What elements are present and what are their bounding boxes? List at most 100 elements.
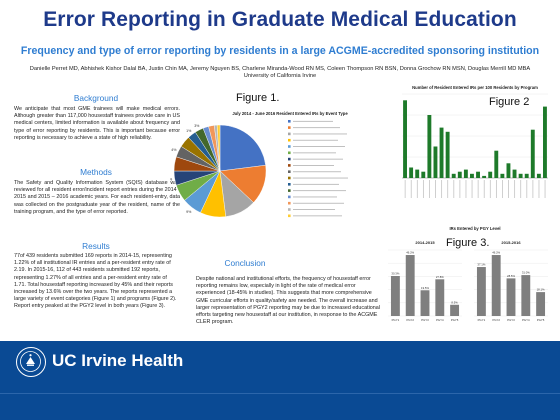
program-bar	[433, 146, 438, 178]
pgy-category-label: PGY5	[451, 318, 459, 322]
poster-subtitle: Frequency and type of error reporting by…	[20, 45, 540, 57]
pgy-data-label: 30.3%	[391, 272, 399, 276]
program-bar	[530, 129, 535, 178]
program-bar	[427, 115, 432, 178]
pie-slice-label: 9%	[186, 210, 192, 214]
pie-legend-entry	[293, 158, 343, 160]
program-tick-label	[502, 180, 503, 198]
pgy-data-label: 37.1%	[477, 263, 485, 267]
program-bar	[409, 167, 414, 178]
pgy-category-label: PGY4	[522, 318, 530, 322]
pie-legend-swatch	[288, 164, 291, 167]
program-tick-label	[465, 180, 467, 198]
pie-slice-label: 2%	[170, 178, 173, 182]
pie-legend-entry	[293, 171, 341, 173]
author-list: Danielle Perret MD, Abhishek Kishor Dala…	[29, 66, 531, 72]
program-bar	[536, 173, 541, 178]
program-tick-label	[435, 180, 436, 198]
program-tick-label	[453, 180, 455, 198]
pgy-category-label: PGY1	[478, 318, 486, 322]
pie-chart: 9% 2% 4% 1%3%	[170, 120, 348, 218]
program-bar	[500, 173, 505, 178]
pie-legend-swatch	[288, 214, 291, 218]
program-bar	[512, 169, 517, 178]
pie-legend-swatch	[288, 120, 291, 123]
pie-legend-swatch	[288, 151, 291, 155]
methods-text: The Safety and Quality Information Syste…	[14, 180, 180, 215]
pgy-category-label: PGY1	[392, 318, 400, 322]
program-tick-label	[477, 180, 479, 198]
pgy-bar-charts: 2014-2015 30.3% PGY1 46.2% PGY2 19.5% PGY3 27.8…	[388, 240, 548, 322]
pie-slice-label: 3%	[194, 124, 200, 128]
pie-legend-swatch	[288, 176, 291, 180]
pie-legend-entry	[293, 190, 346, 192]
seal-graphic	[20, 351, 41, 372]
pgy-bar	[435, 279, 445, 316]
program-bar	[451, 173, 456, 178]
pie-legend-swatch	[288, 157, 291, 161]
pgy-bar	[536, 292, 546, 316]
background-heading: Background	[73, 93, 119, 103]
poster-title: Error Reporting in Graduate Medical Educ…	[43, 8, 517, 31]
program-bar	[524, 173, 529, 178]
program-tick-label	[429, 180, 430, 198]
pie-legend-entry	[293, 183, 339, 185]
pie-legend-entry	[293, 202, 344, 204]
pie-legend-swatch	[288, 189, 291, 192]
program-tick-label	[483, 180, 485, 198]
program-tick-label	[416, 180, 418, 198]
pgy-bar	[521, 275, 531, 316]
program-tick-label	[422, 180, 424, 198]
pgy-data-label: 18.1%	[537, 288, 545, 292]
pie-legend-swatch	[288, 126, 291, 129]
pie-legend-swatch	[288, 132, 291, 136]
pgy-data-label: 31.0%	[522, 271, 530, 275]
program-bar-chart	[402, 93, 548, 198]
pgy-category-label: PGY3	[421, 318, 429, 322]
program-bar	[476, 171, 480, 178]
program-tick-label	[508, 180, 509, 198]
program-bar	[518, 173, 523, 178]
pgy-data-label: 28.5%	[507, 274, 515, 278]
pie-slice	[219, 124, 266, 172]
pie-legend-swatch	[288, 183, 291, 186]
program-bar	[463, 169, 468, 178]
pgy-category-label: PGY5	[537, 318, 545, 322]
affiliation: University of California Irvine	[243, 73, 317, 80]
program-bar	[488, 171, 493, 178]
program-tick-label	[404, 180, 406, 198]
results-text: 77of 439 residents submitted 169 reports…	[14, 253, 177, 310]
pgy-category-label: PGY2	[406, 318, 414, 322]
pie-legend-swatch	[288, 195, 291, 199]
program-tick-label	[544, 180, 546, 198]
pie-legend-entry	[293, 209, 335, 210]
program-tick-label	[495, 180, 497, 198]
figure-1-label: Figure 1.	[236, 92, 280, 104]
methods-heading: Methods	[80, 167, 112, 177]
program-bar	[494, 150, 499, 178]
program-tick-label	[538, 180, 540, 198]
pgy-chart-title: IRs Entered by PGY Level	[449, 226, 501, 231]
results-heading: Results	[82, 241, 110, 251]
pgy-bar	[405, 255, 415, 316]
pgy-panel-label: 2014-2015	[415, 240, 435, 245]
pie-legend-entry	[293, 152, 336, 154]
pgy-bar	[390, 276, 400, 316]
program-tick-label	[441, 180, 443, 198]
program-bar	[415, 169, 420, 178]
program-bar	[506, 163, 511, 178]
pie-legend-swatch	[288, 138, 291, 142]
pie-legend-swatch	[288, 201, 291, 205]
program-tick-label	[471, 180, 473, 198]
pie-legend-entry	[293, 127, 340, 129]
pie-chart-title: July 2014 - June 2016 Resident Entered I…	[232, 111, 348, 116]
program-tick-label	[514, 180, 516, 198]
pgy-category-label: PGY4	[436, 318, 444, 322]
program-bar	[457, 171, 462, 178]
pie-legend-entry	[293, 165, 334, 166]
program-bar	[439, 127, 444, 178]
pgy-bar	[420, 290, 430, 316]
program-tick-label	[447, 180, 449, 198]
author-block: Danielle Perret MD, Abhishek Kishor Dala…	[14, 66, 546, 81]
program-tick-label	[489, 180, 491, 198]
